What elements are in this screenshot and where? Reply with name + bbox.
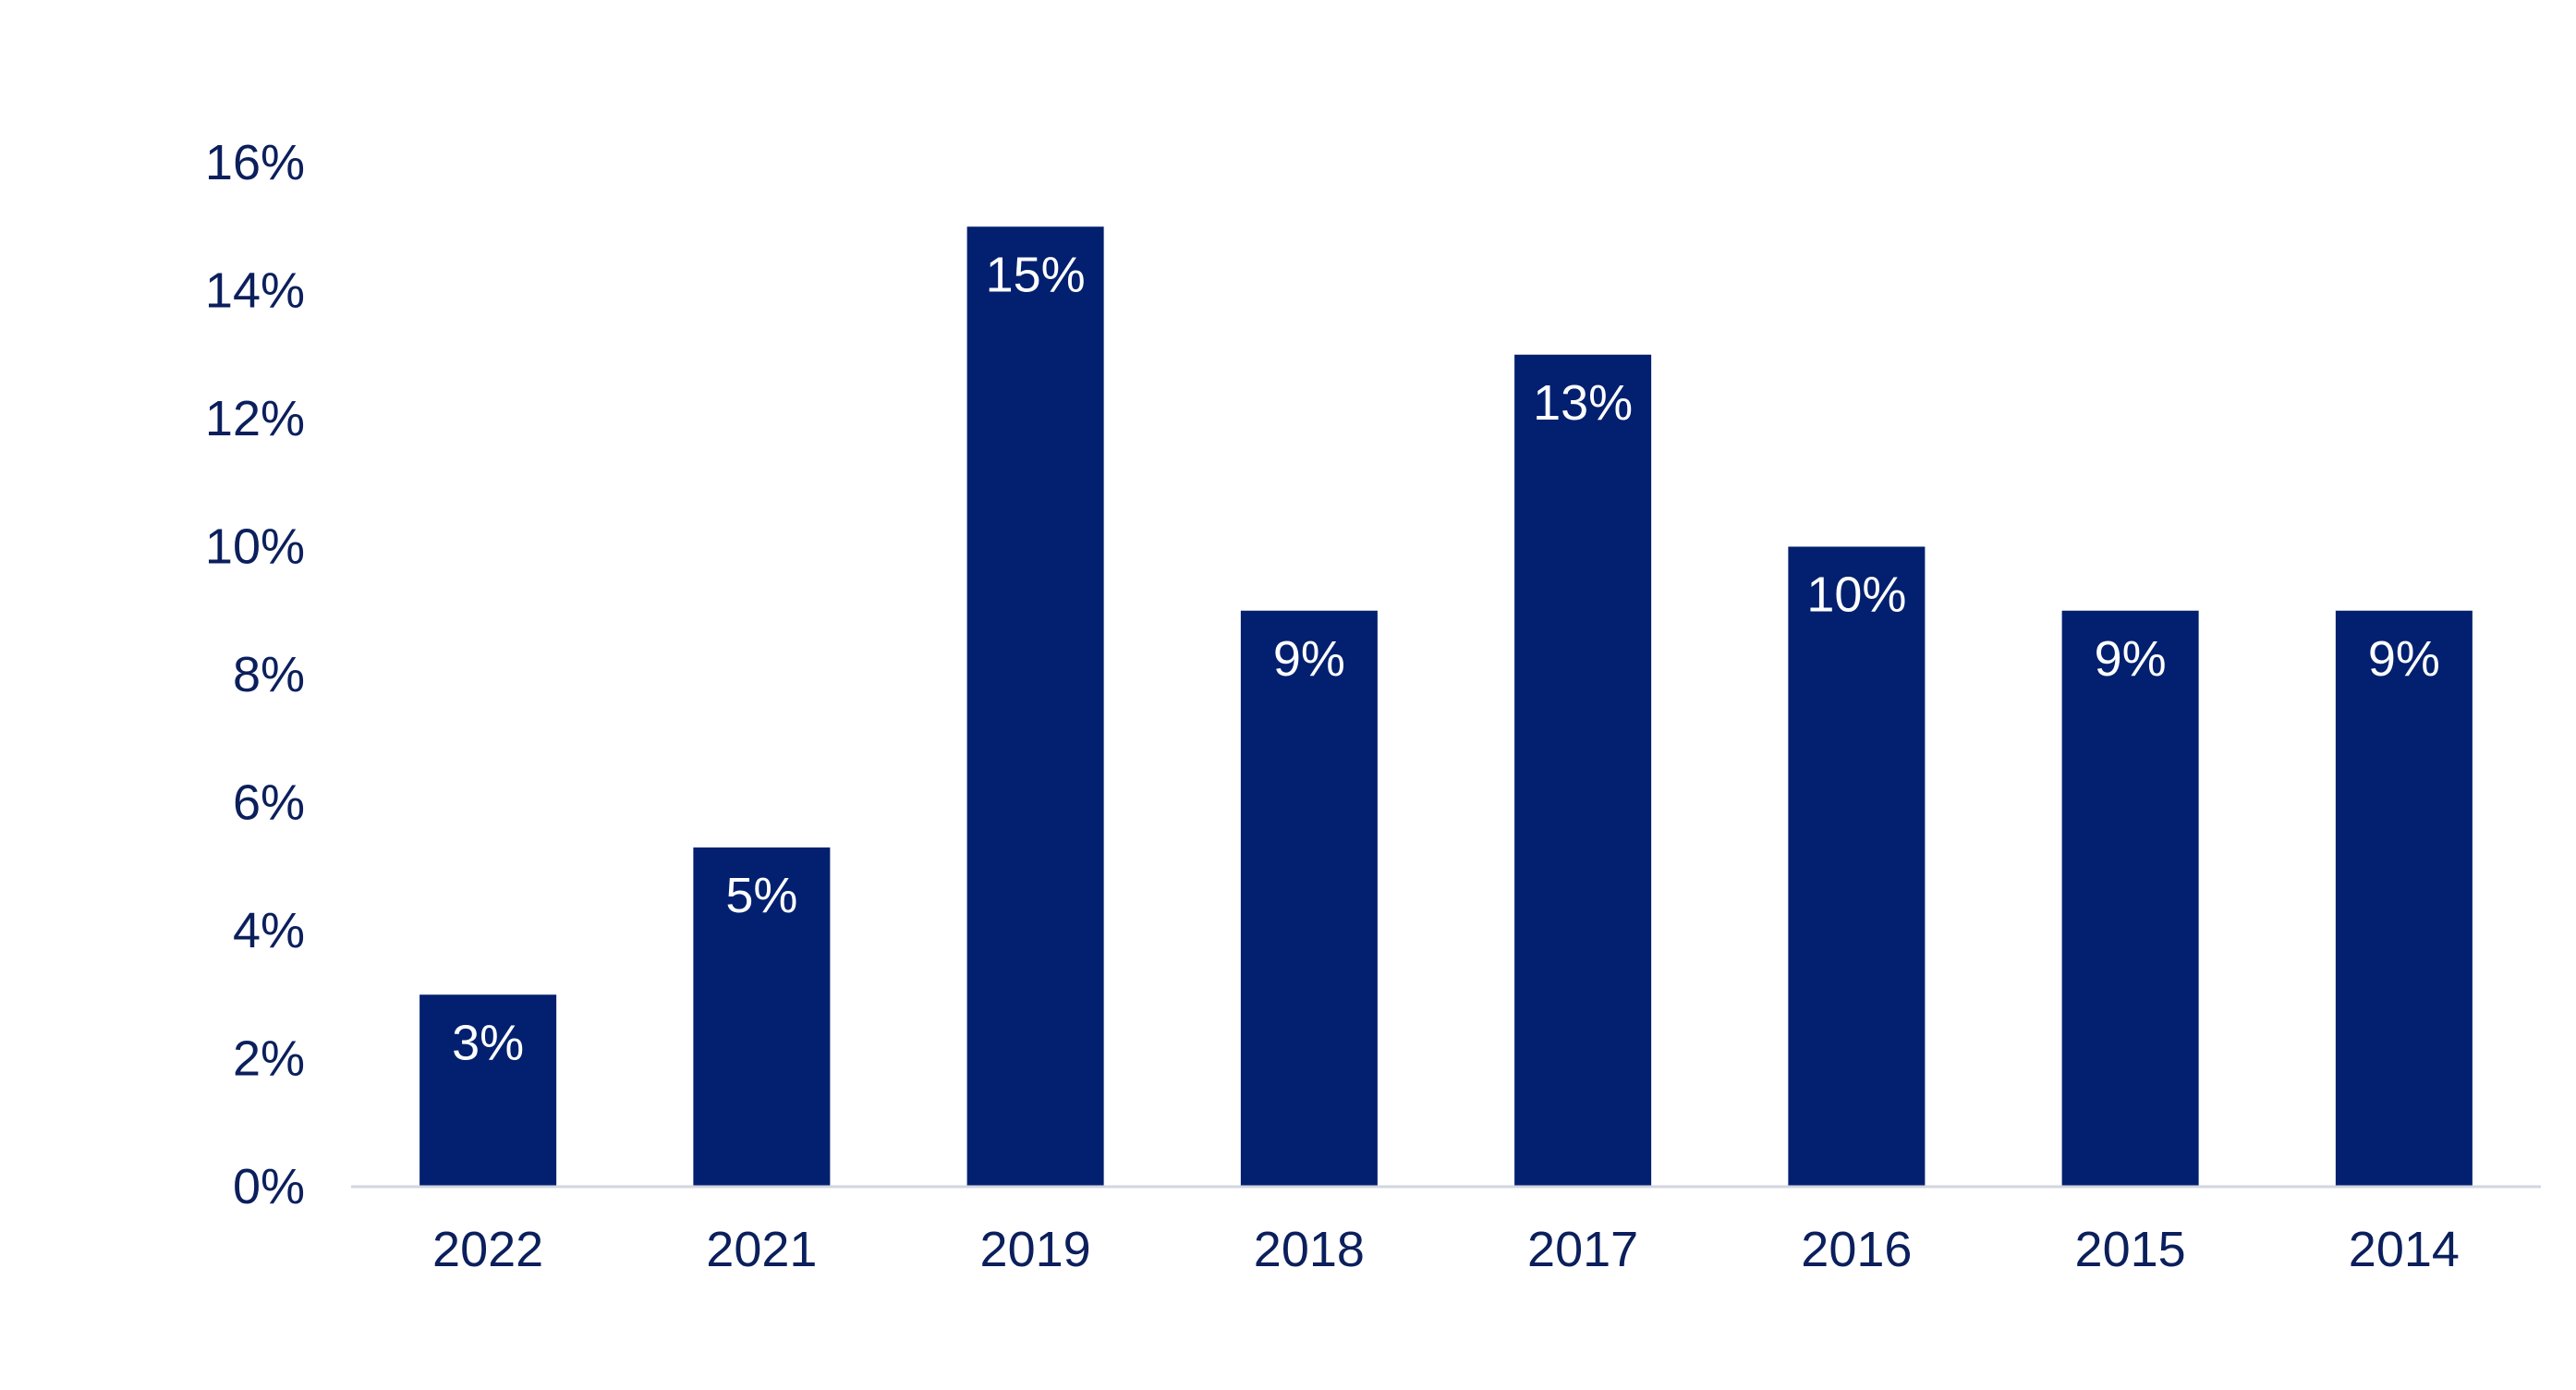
- x-tick-label-2017: 2017: [1527, 1222, 1638, 1277]
- y-tick-label: 6%: [233, 775, 305, 831]
- data-label-2022: 3%: [452, 1015, 524, 1070]
- x-tick-label-2015: 2015: [2075, 1222, 2186, 1277]
- data-label-2017: 13%: [1533, 375, 1633, 431]
- bar-2019: [966, 226, 1104, 1187]
- bar-2022: [419, 994, 557, 1187]
- data-label-2021: 5%: [725, 868, 797, 923]
- y-tick-label: 2%: [233, 1031, 305, 1087]
- data-label-2016: 10%: [1806, 567, 1906, 623]
- x-axis-tick-labels: 2022 2021 2019 2018 2017 2016 2015 2014: [432, 1222, 2460, 1277]
- y-tick-label: 14%: [205, 263, 305, 319]
- bar-2018: [1240, 610, 1378, 1187]
- y-tick-label: 12%: [205, 391, 305, 446]
- bar-series: [419, 226, 2473, 1187]
- y-tick-label: 0%: [233, 1159, 305, 1214]
- bar-2015: [2061, 610, 2199, 1187]
- y-tick-label: 8%: [233, 647, 305, 702]
- data-label-2019: 15%: [986, 247, 1086, 302]
- y-tick-label: 10%: [205, 519, 305, 575]
- x-tick-label-2019: 2019: [980, 1222, 1091, 1277]
- bar-2021: [693, 847, 831, 1187]
- data-label-2015: 9%: [2095, 631, 2167, 687]
- bar-2017: [1514, 354, 1652, 1187]
- x-tick-label-2021: 2021: [706, 1222, 817, 1277]
- bar-2016: [1788, 546, 1926, 1187]
- bar-2014: [2335, 610, 2473, 1187]
- y-axis-tick-labels: 0% 2% 4% 6% 8% 10% 12% 14% 16%: [205, 135, 305, 1214]
- x-tick-label-2014: 2014: [2349, 1222, 2460, 1277]
- x-tick-label-2018: 2018: [1254, 1222, 1365, 1277]
- x-tick-label-2022: 2022: [432, 1222, 543, 1277]
- y-tick-label: 16%: [205, 135, 305, 190]
- data-label-2018: 9%: [1273, 631, 1345, 687]
- data-label-2014: 9%: [2368, 631, 2440, 687]
- bar-data-labels: 3% 5% 15% 9% 13% 10% 9% 9%: [452, 247, 2440, 1070]
- y-tick-label: 4%: [233, 903, 305, 958]
- x-tick-label-2016: 2016: [1801, 1222, 1912, 1277]
